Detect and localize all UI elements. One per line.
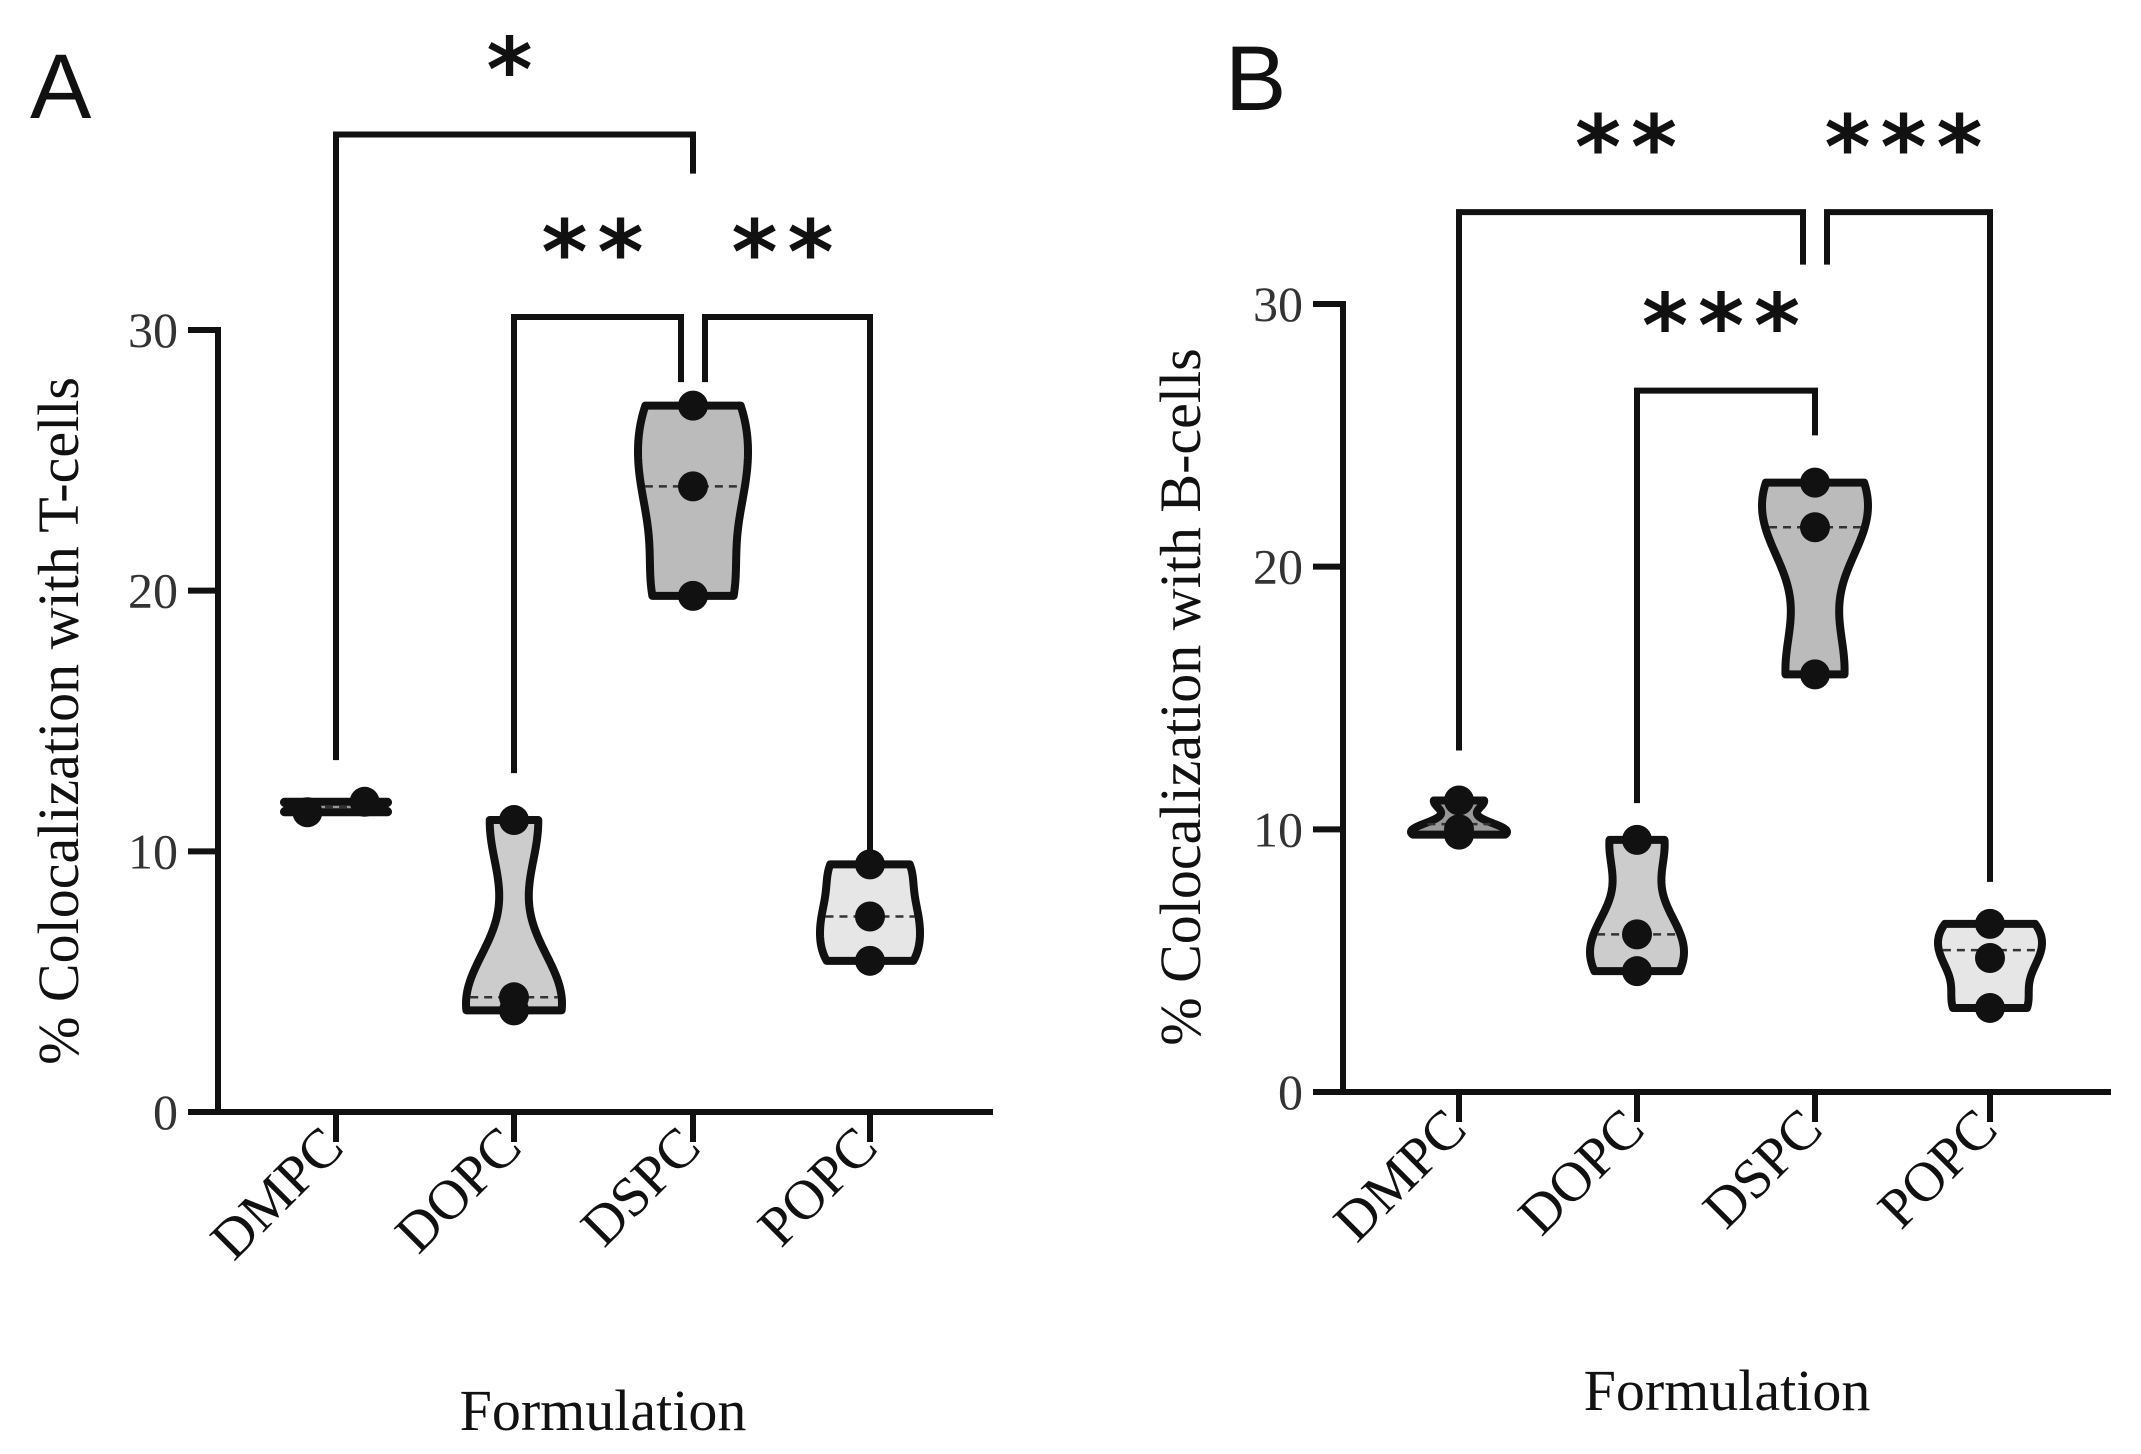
data-point-popc (1975, 992, 2005, 1023)
data-point-dspc (678, 471, 708, 502)
x-tick-label-dmpc: DMPC (199, 1115, 355, 1271)
y-tick-label: 0 (1278, 1064, 1303, 1120)
data-point-dmpc (1444, 785, 1474, 816)
panel-a: A 0 10 20 30 % Colocalization with T-cells DMP… (26, 19, 993, 1443)
violin-dspc (1758, 478, 1872, 679)
data-point-dopc (499, 805, 529, 836)
panel-label: B (1225, 28, 1286, 130)
data-point-dopc (1622, 956, 1652, 987)
significance-label-3: ** (731, 201, 843, 304)
data-point-popc (1975, 943, 2005, 974)
data-point-dspc (1800, 467, 1830, 498)
data-point-dmpc (1444, 814, 1474, 845)
x-axis-title: Formulation (460, 1378, 747, 1443)
significance-bracket-1 (1456, 209, 1806, 751)
data-point-popc (855, 945, 885, 976)
y-tick-label: 10 (1253, 801, 1303, 857)
y-tick-label: 30 (1253, 276, 1303, 332)
panel-label: A (30, 36, 92, 138)
y-axis-title: % Colocalization with T-cells (26, 377, 91, 1065)
significance-bracket-3 (702, 313, 873, 852)
data-point-dopc (1622, 824, 1652, 855)
panel-b: B 0 10 20 30 % Colocalization with B-cells DMP… (1148, 28, 2111, 1423)
significance-label-1: * (486, 19, 542, 122)
significance-bracket-3 (1634, 387, 1818, 804)
data-point-dmpc (349, 786, 380, 817)
x-axis-title: Formulation (1584, 1358, 1871, 1423)
data-point-dmpc (292, 797, 323, 828)
data-point-popc (855, 849, 885, 880)
y-tick-label: 0 (153, 1084, 178, 1140)
significance-label-1: ** (1575, 96, 1687, 199)
data-point-dspc (1800, 512, 1830, 543)
y-tick-label: 10 (128, 823, 178, 879)
data-point-dopc (1622, 919, 1652, 950)
significance-label-2: ** (541, 201, 653, 304)
significance-bracket-2 (1824, 209, 1993, 882)
x-tick-label-dmpc: DMPC (1322, 1097, 1478, 1253)
significance-label-3: *** (1642, 275, 1810, 378)
violin-dopc (1586, 835, 1688, 976)
data-point-dopc (499, 982, 529, 1013)
y-tick-label: 20 (128, 563, 178, 619)
y-tick-label: 30 (128, 302, 178, 358)
data-point-popc (1975, 908, 2005, 939)
y-tick-label: 20 (1253, 539, 1303, 595)
violin-dopc (462, 816, 566, 1015)
data-point-dspc (678, 580, 708, 611)
significance-label-2: *** (1824, 96, 1992, 199)
significance-bracket-1 (333, 131, 696, 761)
x-tick-label-dopc: DOPC (384, 1115, 533, 1264)
significance-bracket-2 (511, 313, 684, 774)
data-point-popc (855, 901, 885, 932)
data-point-dspc (678, 390, 708, 421)
y-axis-title: % Colocalization with B-cells (1148, 348, 1213, 1045)
data-point-dspc (1800, 659, 1830, 690)
x-tick-label-dopc: DOPC (1507, 1097, 1656, 1246)
